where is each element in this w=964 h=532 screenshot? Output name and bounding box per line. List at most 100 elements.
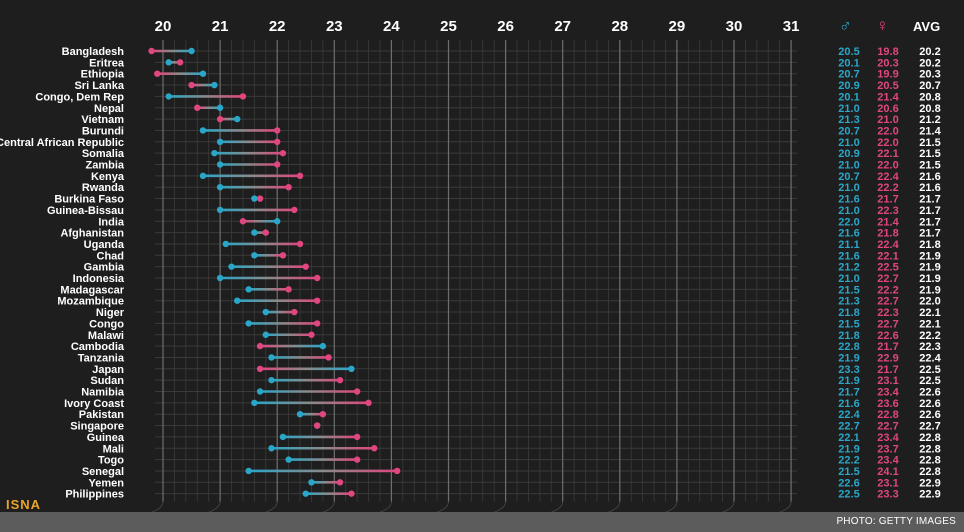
female-point [262,229,269,236]
country-label: Sudan [90,375,124,387]
male-value: 22.8 [838,341,859,353]
x-tick-label: 24 [383,18,400,35]
male-value: 23.3 [838,364,859,376]
male-value: 21.8 [838,330,859,342]
female-point [313,274,321,282]
country-label: Gambia [84,262,125,274]
female-value: 22.1 [877,148,898,160]
grid-curve [321,501,335,512]
male-point [245,467,252,475]
female-point [336,376,344,384]
avg-value: 21.5 [919,148,940,160]
female-point [291,308,298,316]
male-point [348,365,355,372]
avg-value: 21.5 [919,160,940,172]
female-point [336,479,344,486]
male-point [245,286,252,293]
male-value: 22.5 [838,489,859,501]
x-tick-label: 25 [440,18,457,35]
female-point [256,342,264,350]
avg-value: 22.6 [919,409,940,421]
female-value: 20.6 [877,103,898,115]
grid [150,40,798,512]
male-value: 22.6 [838,477,859,489]
male-value: 21.6 [838,398,859,410]
male-point [216,206,224,214]
country-label: Cambodia [71,341,125,353]
country-label: Senegal [82,466,124,478]
country-label: Pakistan [79,409,125,421]
x-tick-label: 28 [611,18,628,35]
male-point [268,354,275,361]
female-value: 22.0 [877,125,898,137]
female-point [313,297,321,304]
male-value: 21.2 [838,262,859,274]
x-tick-label: 22 [269,18,286,35]
avg-value: 22.9 [919,489,940,501]
female-point [188,81,195,89]
country-label: Central African Republic [0,137,124,149]
female-point [325,354,332,361]
avg-value: 22.1 [919,318,940,330]
avg-value: 22.8 [919,466,940,478]
avg-value: 22.3 [919,341,940,353]
avg-value: 22.0 [919,296,940,308]
female-value: 22.7 [877,273,898,285]
x-tick-label: 21 [212,18,229,35]
male-point [222,240,230,248]
country-label: Ivory Coast [64,398,124,410]
male-value: 21.3 [838,114,859,126]
female-value: 20.3 [877,57,898,69]
x-axis-ticks: 20 21 22 23 24 25 26 27 28 29 30 31 [155,18,800,35]
grid-curve [607,501,621,512]
value-columns: 20.5 19.8 20.220.1 20.3 20.220.7 19.9 20.320.9… [838,46,941,501]
country-label: Sri Lanka [74,80,124,92]
country-label: India [98,216,125,228]
avg-value: 21.7 [919,205,940,217]
avg-value: 21.8 [919,239,940,251]
avg-value: 20.8 [919,91,940,103]
avg-value: 22.7 [919,421,940,433]
country-label: Guinea [87,432,125,444]
female-value: 21.4 [877,216,899,228]
avg-value: 22.8 [919,455,940,467]
male-point [211,81,218,89]
female-value: 23.4 [877,387,899,399]
country-label: Congo, Dem Rep [35,91,124,103]
male-value: 21.5 [838,284,859,296]
country-label: Kenya [91,171,125,183]
female-point [256,195,264,202]
female-point [239,218,247,225]
grid-curve [207,501,221,512]
x-tick-label: 27 [554,18,571,35]
male-value: 20.1 [838,91,859,103]
male-value: 21.0 [838,273,859,285]
female-value: 22.1 [877,250,898,262]
female-value: 22.5 [877,262,898,274]
avg-value: 22.5 [919,375,940,387]
female-value: 21.0 [877,114,898,126]
avg-value: 22.2 [919,330,940,342]
grid-curve [664,501,678,512]
female-value: 22.7 [877,421,898,433]
male-column-header: ♂ [839,16,852,35]
female-value: 21.7 [877,341,898,353]
isna-logo: ISNA [6,497,42,512]
male-value: 21.7 [838,387,859,399]
female-value: 22.9 [877,352,898,364]
female-value: 22.0 [877,137,898,149]
male-point [228,263,235,270]
country-label: Afghanistan [60,228,124,240]
country-label: Togo [98,455,124,467]
female-point [256,365,264,372]
avg-value: 21.2 [919,114,940,126]
country-label: Yemen [89,477,125,489]
x-tick-label: 31 [783,18,800,35]
male-value: 20.7 [838,171,859,183]
avg-value: 22.4 [919,352,941,364]
male-point [256,388,264,395]
male-point [216,138,224,145]
avg-value: 20.3 [919,69,940,81]
female-point [194,104,201,111]
footer-bar: PHOTO: GETTY IMAGES [0,512,964,532]
